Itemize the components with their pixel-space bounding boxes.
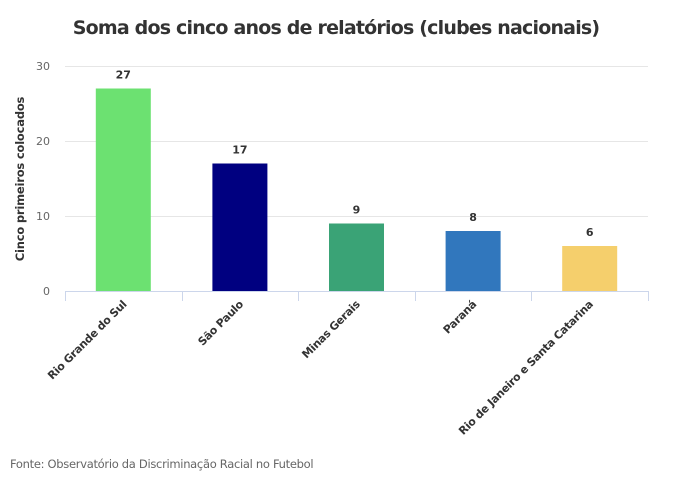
bar	[95, 88, 151, 291]
x-tick-label: Minas Gerais	[299, 297, 363, 361]
bar	[445, 231, 501, 291]
y-tick-label: 30	[36, 60, 50, 73]
x-tick-label: Paraná	[441, 298, 480, 337]
bar	[212, 163, 268, 291]
bar	[329, 223, 384, 291]
bars	[95, 88, 618, 291]
bar	[562, 246, 618, 291]
chart-title: Soma dos cinco anos de relatórios (clube…	[73, 17, 600, 39]
data-label: 17	[232, 144, 247, 157]
data-label: 6	[586, 226, 594, 239]
data-label: 27	[116, 69, 131, 82]
x-axis	[65, 291, 649, 301]
y-tick-label: 10	[36, 210, 50, 223]
data-label: 9	[353, 204, 361, 217]
source-note: Fonte: Observatório da Discriminação Rac…	[10, 457, 314, 471]
x-tick-label: São Paulo	[196, 297, 247, 348]
y-tick-label: 20	[36, 135, 50, 148]
data-label: 8	[469, 211, 477, 224]
y-axis-label: Cinco primeiros colocados	[13, 96, 27, 261]
gridlines	[65, 66, 648, 217]
y-axis-ticks: 0 10 20 30	[36, 60, 50, 298]
x-tick-label: Rio de Janeiro e Santa Catarina	[456, 298, 596, 438]
x-tick-label: Rio Grande do Sul	[45, 298, 129, 382]
data-labels: 27 17 9 8 6	[116, 69, 594, 240]
y-tick-label: 0	[43, 285, 50, 298]
x-axis-ticks: Rio Grande do Sul São Paulo Minas Gerais Pa…	[45, 297, 596, 437]
